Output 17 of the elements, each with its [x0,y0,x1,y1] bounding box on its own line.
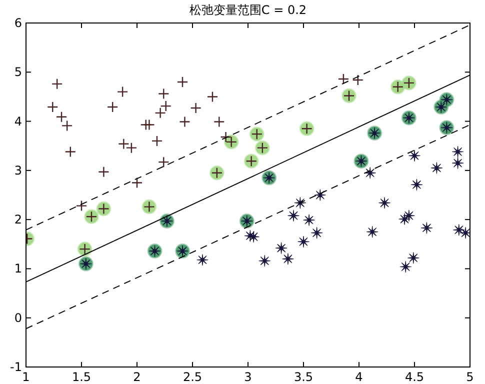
x-tick-label: 2 [133,370,141,384]
x-tick-label: 3 [244,370,252,384]
chart-title: 松弛变量范围C = 0.2 [189,3,307,17]
x-tick-label: 4 [355,370,363,384]
y-tick-label: 2 [14,212,22,227]
y-tick-label: 3 [14,163,22,178]
x-tick-label: 4.5 [404,370,424,384]
y-tick-label: 1 [14,262,22,276]
x-tick-label: 3.5 [294,370,314,384]
x-tick-label: 2.5 [182,370,202,384]
y-tick-label: 5 [14,65,22,80]
y-tick-label: 6 [14,16,22,30]
y-tick-label: -1 [10,360,22,374]
y-tick-label: 4 [14,114,22,128]
x-tick-label: 1.5 [72,370,92,384]
x-tick-label: 5 [466,370,474,384]
y-tick-label: 0 [14,310,22,325]
